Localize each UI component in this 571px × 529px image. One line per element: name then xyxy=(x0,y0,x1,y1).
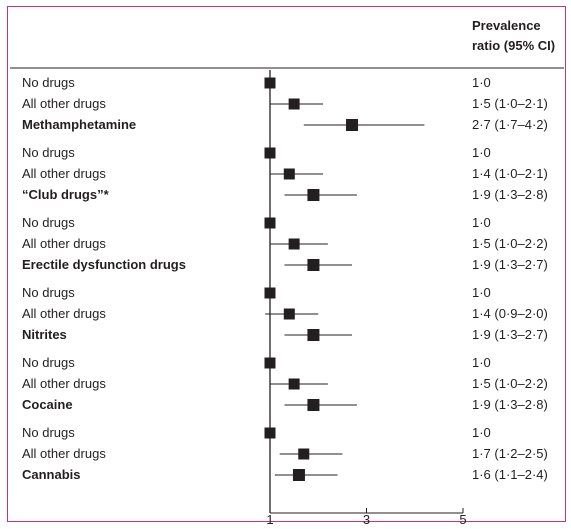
drug-label: Cannabis xyxy=(22,467,81,482)
prevalence-ratio-text: 1·9 (1·3–2·8) xyxy=(472,187,548,202)
comparison-label: No drugs xyxy=(22,145,75,160)
prevalence-ratio-text: 1·9 (1·3–2·7) xyxy=(472,327,548,342)
estimate-marker xyxy=(288,98,300,110)
comparison-label: No drugs xyxy=(22,75,75,90)
estimate-marker xyxy=(288,378,300,390)
estimate-marker xyxy=(307,259,320,271)
header-ratio-ci: ratio (95% CI) xyxy=(472,38,556,53)
prevalence-ratio-text: 1·4 (0·9–2·0) xyxy=(472,306,548,321)
prevalence-ratio-text: 1·5 (1·0–2·2) xyxy=(472,236,548,251)
figure-frame xyxy=(7,6,566,522)
header-prevalence: Prevalence xyxy=(472,18,541,33)
drug-label: Methamphetamine xyxy=(22,117,137,132)
estimate-marker xyxy=(298,448,310,460)
prevalence-ratio-text: 1·0 xyxy=(472,75,491,90)
drug-label: Nitrites xyxy=(22,327,67,342)
estimate-marker xyxy=(307,399,320,411)
comparison-label: No drugs xyxy=(22,425,75,440)
comparison-label: No drugs xyxy=(22,215,75,230)
x-tick-label: 3 xyxy=(362,512,371,527)
prevalence-ratio-text: 1·0 xyxy=(472,145,491,160)
x-tick-label: 5 xyxy=(459,512,467,527)
prevalence-ratio-text: 1·6 (1·1–2·4) xyxy=(472,467,548,482)
prevalence-ratio-text: 2·7 (1·7–4·2) xyxy=(472,117,548,132)
comparison-label: All other drugs xyxy=(22,306,106,321)
prevalence-ratio-text: 1·7 (1·2–2·5) xyxy=(472,446,548,461)
comparison-label: All other drugs xyxy=(22,446,106,461)
estimate-marker xyxy=(283,308,295,320)
prevalence-ratio-text: 1·0 xyxy=(472,355,491,370)
x-tick-label: 1 xyxy=(266,512,274,527)
drug-label: Cocaine xyxy=(22,397,73,412)
drug-label: “Club drugs”* xyxy=(22,187,109,202)
comparison-label: All other drugs xyxy=(22,376,106,391)
drug-label: Erectile dysfunction drugs xyxy=(22,257,186,272)
prevalence-ratio-text: 1·0 xyxy=(472,215,491,230)
estimate-marker xyxy=(292,469,305,481)
prevalence-ratio-text: 1·0 xyxy=(472,285,491,300)
comparison-label: All other drugs xyxy=(22,236,106,251)
prevalence-ratio-text: 1·5 (1·0–2·2) xyxy=(472,376,548,391)
prevalence-ratio-text: 1·9 (1·3–2·8) xyxy=(472,397,548,412)
prevalence-ratio-text: 1·9 (1·3–2·7) xyxy=(472,257,548,272)
comparison-label: All other drugs xyxy=(22,96,106,111)
prevalence-ratio-text: 1·0 xyxy=(472,425,491,440)
prevalence-ratio-text: 1·4 (1·0–2·1) xyxy=(472,166,548,181)
estimate-marker xyxy=(346,119,359,131)
prevalence-ratio-text: 1·5 (1·0–2·1) xyxy=(472,96,548,111)
comparison-label: No drugs xyxy=(22,355,75,370)
comparison-label: All other drugs xyxy=(22,166,106,181)
comparison-label: No drugs xyxy=(22,285,75,300)
estimate-marker xyxy=(288,238,300,250)
estimate-marker xyxy=(307,329,320,341)
estimate-marker xyxy=(283,168,295,180)
estimate-marker xyxy=(307,189,320,201)
